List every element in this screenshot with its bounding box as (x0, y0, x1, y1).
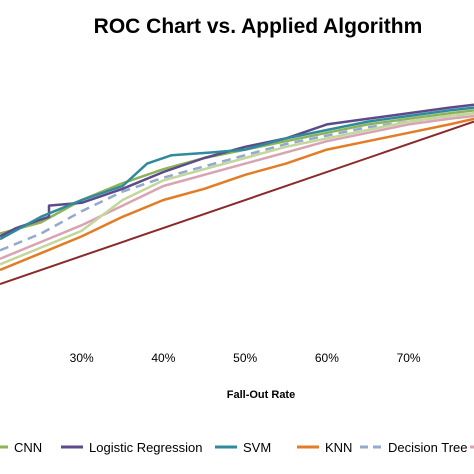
x-axis-label: Fall-Out Rate (227, 389, 295, 401)
series-line-unlabeled-5 (0, 114, 474, 260)
series-line-knn (0, 117, 474, 272)
series-line-svm (0, 106, 474, 241)
x-tick-label: 30% (70, 351, 94, 365)
x-tick-label: 50% (233, 351, 257, 365)
x-tick-layer: 30% 40% 50% 60% 70% (70, 351, 421, 365)
legend-label-knn: KNN (325, 440, 352, 455)
series-line-logistic-regression (0, 103, 474, 238)
series-line-decision-tree (0, 111, 474, 252)
legend-label-svm: SVM (243, 440, 271, 455)
series-line-unlabeled-6 (0, 111, 474, 266)
series-layer (0, 103, 474, 285)
series-line-unlabeled-7 (0, 120, 474, 285)
x-tick-label: 40% (151, 351, 175, 365)
chart-title: ROC Chart vs. Applied Algorithm (94, 15, 423, 38)
series-line-cnn (0, 109, 474, 235)
legend-label-decision-tree: Decision Tree (388, 440, 467, 455)
legend-label-cnn: CNN (14, 440, 42, 455)
x-tick-label: 70% (397, 351, 421, 365)
legend: CNN Logistic Regression SVM KNN Decision Tre… (0, 440, 474, 455)
legend-label-logistic-regression: Logistic Regression (89, 440, 202, 455)
x-tick-label: 60% (315, 351, 339, 365)
